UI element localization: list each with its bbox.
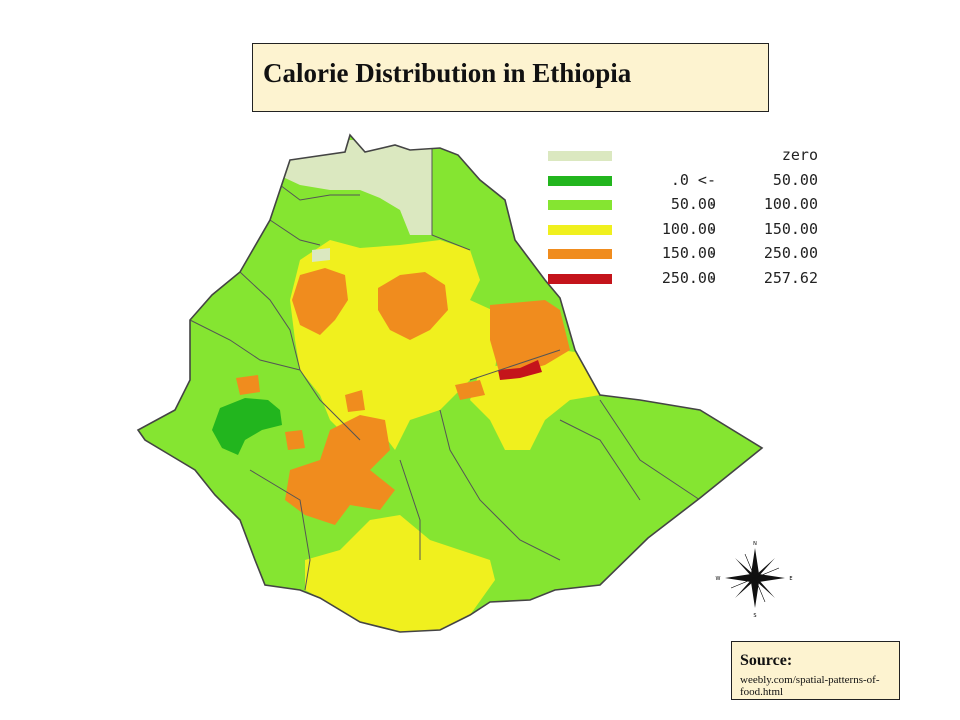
legend-to: 50.00 — [772, 170, 818, 189]
region-orange-patch-b — [285, 430, 305, 450]
legend-to: zero — [781, 146, 818, 164]
legend-row: zero — [548, 146, 828, 171]
region-yellow-south — [305, 515, 495, 632]
legend-row: 250.00 - 257.62 — [548, 269, 828, 294]
region-orange-patch-c — [345, 390, 365, 412]
region-orange-northwest — [292, 268, 348, 335]
region-darkgreen-west — [212, 398, 282, 455]
map-title: Calorie Distribution in Ethiopia — [263, 58, 632, 88]
compass-e: E — [789, 576, 792, 582]
legend-to: 100.00 — [763, 195, 818, 213]
legend-from: .0 <- — [670, 170, 716, 189]
region-zero-north — [280, 140, 432, 235]
legend-from: 150.00 — [661, 244, 716, 262]
legend-row: .0 <- 50.00 — [548, 171, 828, 196]
compass-w: W — [716, 576, 721, 582]
region-boundaries — [189, 140, 701, 591]
legend-to: 150.00 — [763, 219, 818, 238]
compass-n: N — [753, 541, 757, 547]
region-orange-patch-d — [455, 380, 485, 400]
legend-swatch — [548, 151, 612, 161]
legend-swatch — [548, 224, 612, 235]
legend-to: 250.00 — [763, 244, 818, 262]
region-orange-patch-a — [236, 375, 260, 395]
legend-separator: - — [708, 195, 718, 213]
compass-s: S — [753, 613, 756, 619]
source-link[interactable]: weebly.com/spatial-patterns-of-food.html — [740, 674, 880, 698]
region-orange-northeast — [490, 300, 570, 375]
legend-from: 250.00 — [661, 268, 716, 287]
legend-separator: - — [708, 268, 718, 287]
legend-row: 100.00 - 150.00 — [548, 220, 828, 245]
legend-swatch — [548, 175, 612, 186]
legend-separator: - — [708, 219, 718, 238]
title-box: Calorie Distribution in Ethiopia — [252, 43, 769, 112]
legend-from: 50.00 — [670, 195, 716, 213]
source-label: Source: — [740, 652, 793, 669]
legend-swatch — [548, 249, 612, 259]
region-red-east — [498, 360, 542, 380]
legend-from: 100.00 — [661, 219, 716, 238]
compass-rose: N S E W — [716, 541, 793, 619]
legend-swatch — [548, 200, 612, 210]
legend-separator: - — [708, 244, 718, 262]
legend-swatch — [548, 273, 612, 284]
region-zero-spot — [312, 248, 330, 262]
map-legend: zero .0 <- 50.00 50.00 - 100.00 100.00 -… — [548, 146, 828, 293]
legend-row: 150.00 - 250.00 — [548, 244, 828, 269]
region-orange-north — [378, 272, 448, 340]
source-box: Source: weebly.com/spatial-patterns-of-f… — [731, 641, 900, 700]
legend-row: 50.00 - 100.00 — [548, 195, 828, 220]
region-orange-southwest — [285, 415, 395, 525]
legend-to: 257.62 — [763, 268, 818, 287]
